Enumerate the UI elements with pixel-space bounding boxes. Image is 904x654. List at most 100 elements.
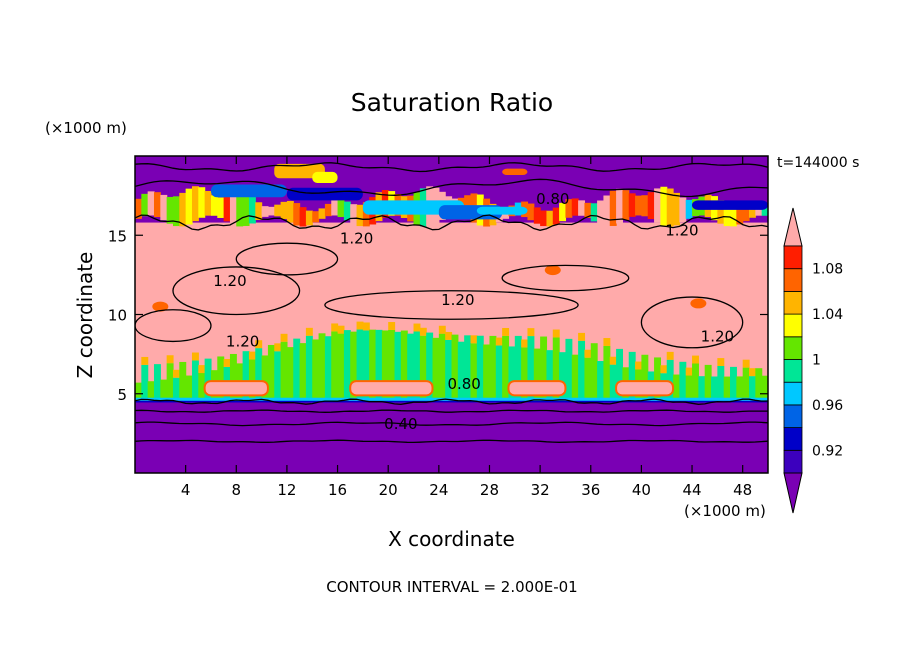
upper-layer-cell <box>261 206 269 217</box>
upper-layer-cell <box>160 194 168 221</box>
cloud-column <box>761 375 768 401</box>
cloud-edge <box>166 355 174 364</box>
colorbar-tick-label: 0.96 <box>812 398 843 414</box>
upper-layer-cell <box>622 190 630 220</box>
cloud-edge <box>635 361 642 370</box>
upper-layer-cell <box>533 207 541 224</box>
upper-streak <box>476 206 528 215</box>
upper-layer-cell <box>679 197 687 223</box>
cloud-column <box>540 336 548 401</box>
cloud-edge <box>438 325 446 334</box>
cloud-column <box>654 357 661 401</box>
cloud-column <box>172 377 180 401</box>
x-tick-label: 32 <box>531 481 550 499</box>
cloud-column <box>578 340 586 401</box>
cloud-column <box>597 361 605 401</box>
cloud-column <box>704 364 712 401</box>
colorbar-box <box>783 313 803 338</box>
cloud-edge <box>502 327 510 336</box>
cloud-column <box>711 376 718 401</box>
colorbar-box <box>783 427 803 451</box>
cloud-column <box>337 333 345 401</box>
cloud-column <box>343 330 351 401</box>
upper-layer-cell <box>286 200 294 223</box>
cloud-edge <box>685 367 693 376</box>
contour-label: 1.20 <box>226 332 259 350</box>
top-patch <box>274 163 325 179</box>
cloud-edge <box>274 343 282 352</box>
cloud-column <box>160 379 168 401</box>
x-tick-label: 44 <box>682 481 701 499</box>
cloud-column <box>603 345 611 401</box>
upper-layer-cell <box>628 193 636 217</box>
cloud-edge <box>552 329 560 338</box>
upper-layer-cell <box>147 191 155 216</box>
contour-lines <box>135 162 768 444</box>
time-label: t=144000 s <box>777 155 860 171</box>
x-tick-label: 28 <box>480 481 499 499</box>
upper-layer-cell <box>730 208 737 227</box>
upper-layer-cell <box>337 199 345 218</box>
upper-layer-cell <box>350 204 358 224</box>
cloud-edge <box>223 359 231 367</box>
cloud-column <box>381 330 389 401</box>
upper-layer-cell <box>324 203 332 217</box>
upper-layer-cell <box>616 188 624 224</box>
warm-spot <box>690 298 707 309</box>
upper-layer-cell <box>742 206 750 222</box>
cloud-column <box>242 351 250 401</box>
cloud-column <box>723 376 731 401</box>
cloud-column <box>559 352 567 401</box>
colorbar-box <box>783 404 803 428</box>
upper-layer-cell <box>736 208 744 225</box>
contour-line <box>135 178 768 198</box>
upper-layer-cell <box>210 195 218 216</box>
cloud-column <box>457 341 465 401</box>
cloud-column <box>274 351 282 401</box>
upper-layer-cell <box>603 195 611 227</box>
cloud-column <box>407 333 415 401</box>
colorbar-tick-label: 0.92 <box>812 443 843 459</box>
cloud-column <box>565 338 573 401</box>
cloud-edge <box>609 356 617 365</box>
contour-label: 1.20 <box>701 328 734 346</box>
cloud-column <box>552 337 560 401</box>
supersaturated-lens <box>203 380 269 397</box>
cloud-column <box>248 359 256 401</box>
cloud-edge <box>717 358 725 366</box>
cloud-edge <box>521 339 529 348</box>
contour-label: 1.20 <box>665 221 698 239</box>
cloud-edge <box>584 349 592 358</box>
upper-layer-cell <box>527 203 535 221</box>
cloud-column <box>679 361 687 401</box>
contour-label: 0.80 <box>536 190 569 208</box>
cloud-column <box>483 344 491 401</box>
cloud-column <box>419 335 427 401</box>
cloud-edge <box>495 337 503 346</box>
upper-layer-cell <box>172 196 180 227</box>
cloud-edge <box>356 321 364 330</box>
cloud-column <box>502 335 510 401</box>
upper-layer-cell <box>293 203 301 226</box>
upper-layer-cell <box>578 200 586 216</box>
cloud-column <box>451 334 459 401</box>
upper-layer-cell <box>280 201 288 220</box>
contour-label: 1.20 <box>213 272 246 290</box>
upper-layer-cell <box>305 210 313 226</box>
x-tick-label: 20 <box>379 481 398 499</box>
upper-layer-cell <box>343 201 351 221</box>
upper-layer-cell <box>274 204 282 217</box>
cloud-column <box>204 358 212 401</box>
upper-layer-cell <box>761 203 768 216</box>
x-tick-label: 24 <box>429 481 448 499</box>
upper-layer-cell <box>717 200 725 224</box>
y-tick-label: 10 <box>108 307 127 325</box>
x-axis-unit: (×1000 m) <box>684 502 766 520</box>
cloud-column <box>546 350 554 401</box>
colorbar-box <box>783 245 803 270</box>
top-patch <box>502 168 528 176</box>
x-tick-label: 4 <box>181 481 191 499</box>
cloud-column <box>641 354 649 401</box>
colorbar: 0.92 0.96 1 1.04 1.08 <box>783 207 843 514</box>
contour-line <box>135 214 768 231</box>
